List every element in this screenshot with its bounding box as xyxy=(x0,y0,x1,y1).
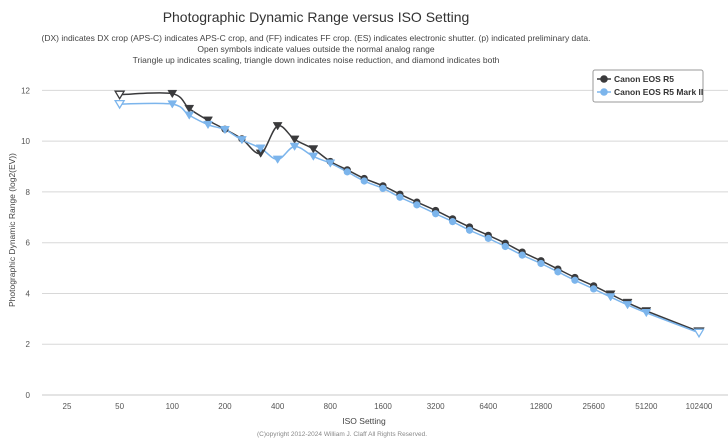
x-tick-label: 12800 xyxy=(530,402,553,411)
data-point[interactable] xyxy=(693,328,705,339)
x-tick-label: 400 xyxy=(271,402,285,411)
y-tick-label: 12 xyxy=(21,86,30,95)
legend: Canon EOS R5 Canon EOS R5 Mark II xyxy=(592,69,704,103)
data-point[interactable] xyxy=(184,104,195,114)
data-point[interactable] xyxy=(518,251,526,259)
series-markers xyxy=(113,89,705,339)
x-tick-label: 100 xyxy=(166,402,180,411)
data-point[interactable] xyxy=(203,116,213,125)
data-point[interactable] xyxy=(571,276,579,284)
y-tick-label: 10 xyxy=(21,137,30,146)
data-point[interactable] xyxy=(605,293,616,302)
data-point[interactable] xyxy=(113,90,126,100)
data-point[interactable] xyxy=(379,184,387,192)
x-tick-label: 1600 xyxy=(374,402,392,411)
data-point[interactable] xyxy=(501,242,509,251)
data-point[interactable] xyxy=(113,99,126,110)
data-point[interactable] xyxy=(236,136,247,145)
x-tick-label: 200 xyxy=(218,402,232,411)
x-tick-label: 25600 xyxy=(583,402,606,411)
data-point[interactable] xyxy=(289,135,300,144)
x-tick-label: 6400 xyxy=(479,402,497,411)
data-point[interactable] xyxy=(289,142,300,151)
data-point[interactable] xyxy=(308,145,319,154)
data-point[interactable] xyxy=(622,301,633,310)
chart-title: Photographic Dynamic Range versus ISO Se… xyxy=(163,9,470,25)
chart-subtitle-line-2: Open symbols indicate values outside the… xyxy=(197,44,434,54)
data-point[interactable] xyxy=(432,210,440,218)
legend-label-r5-mark-ii[interactable]: Canon EOS R5 Mark II xyxy=(614,87,703,97)
legend-box xyxy=(592,69,704,103)
data-point[interactable] xyxy=(325,159,336,168)
x-axis-title: ISO Setting xyxy=(342,416,386,426)
x-tick-label: 50 xyxy=(115,402,124,411)
x-tick-label: 102400 xyxy=(686,402,713,411)
x-tick-label: 3200 xyxy=(427,402,445,411)
y-tick-label: 2 xyxy=(26,340,31,349)
x-tick-label: 51200 xyxy=(635,402,658,411)
y-tick-label: 8 xyxy=(26,188,31,197)
y-axis-ticks: 0 2 4 6 8 10 12 xyxy=(21,86,30,400)
data-point[interactable] xyxy=(308,152,319,161)
data-point[interactable] xyxy=(167,89,178,99)
gridlines xyxy=(42,89,728,396)
legend-swatch-marker-r5-mark-ii xyxy=(600,88,608,96)
copyright-credit: (C)opyright 2012-2024 William J. Claff A… xyxy=(257,431,427,438)
y-axis-title: Photographic Dynamic Range (log2(EV)) xyxy=(7,153,17,307)
data-point[interactable] xyxy=(167,100,178,109)
legend-label-r5[interactable]: Canon EOS R5 xyxy=(614,74,674,84)
data-point[interactable] xyxy=(396,193,404,201)
data-point[interactable] xyxy=(413,201,421,209)
y-tick-label: 6 xyxy=(26,239,31,248)
chart-subtitle-line-3: Triangle up indicates scaling, triangle … xyxy=(133,55,500,65)
x-tick-label: 25 xyxy=(63,402,72,411)
data-point[interactable] xyxy=(203,120,213,130)
y-tick-label: 4 xyxy=(26,289,31,298)
data-point[interactable] xyxy=(184,111,195,120)
data-point[interactable] xyxy=(272,155,283,164)
data-point[interactable] xyxy=(360,177,368,185)
chart-subtitle-line-1: (DX) indicates DX crop (APS-C) indicates… xyxy=(42,33,591,43)
data-point[interactable] xyxy=(255,144,266,153)
data-point[interactable] xyxy=(220,125,230,135)
legend-swatch-marker-r5 xyxy=(600,75,608,83)
data-point[interactable] xyxy=(465,226,474,234)
data-point[interactable] xyxy=(449,218,457,226)
data-point[interactable] xyxy=(343,168,351,176)
data-point[interactable] xyxy=(590,285,598,293)
data-point[interactable] xyxy=(554,268,562,276)
data-point[interactable] xyxy=(272,122,283,131)
x-axis-ticks: 25 50 100 200 400 800 1600 3200 6400 12800 25600 51… xyxy=(63,402,713,411)
x-tick-label: 800 xyxy=(324,402,338,411)
data-point[interactable] xyxy=(484,234,492,242)
data-point[interactable] xyxy=(641,309,652,318)
y-tick-label: 0 xyxy=(26,391,31,400)
data-point[interactable] xyxy=(537,259,545,268)
